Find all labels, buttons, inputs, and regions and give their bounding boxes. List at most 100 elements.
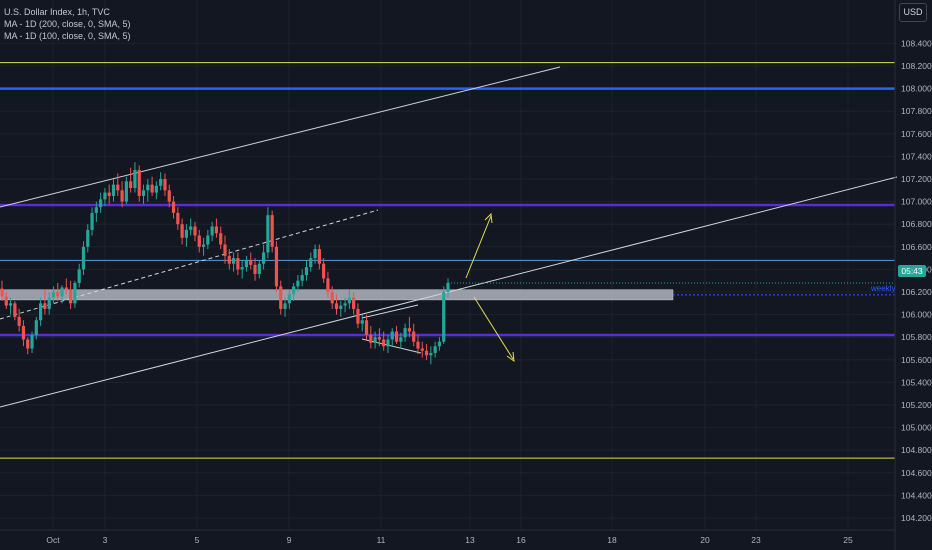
candle <box>429 346 433 365</box>
candle <box>111 179 116 202</box>
candle <box>120 181 124 208</box>
candle <box>69 280 73 309</box>
candle <box>266 207 270 259</box>
candle <box>223 235 227 264</box>
price-tick-label: 104.800 <box>901 445 932 455</box>
candle <box>26 337 30 355</box>
price-tick-label: 104.400 <box>901 490 932 500</box>
candle <box>86 224 90 253</box>
candle <box>47 292 51 315</box>
candle <box>236 252 240 276</box>
candle <box>180 218 184 245</box>
candle <box>103 188 107 207</box>
wedge-upper-line <box>361 304 419 319</box>
candle <box>270 210 274 253</box>
time-tick-label: 13 <box>465 535 475 545</box>
candle <box>21 320 26 347</box>
candle <box>231 252 236 272</box>
time-tick-label: 20 <box>700 535 710 545</box>
candle <box>326 271 330 298</box>
candle <box>137 165 141 202</box>
candle <box>34 316 38 340</box>
ma-100-indicator[interactable]: MA - 1D (100, close, 0, SMA, 5) <box>4 31 131 41</box>
candle <box>171 195 176 219</box>
price-tick-label: 105.200 <box>901 400 932 410</box>
candle <box>244 255 249 272</box>
candle <box>240 260 244 279</box>
candle <box>210 221 214 242</box>
candle <box>17 308 21 332</box>
price-tick-label: 104.200 <box>901 513 932 523</box>
candle <box>253 258 257 281</box>
time-tick-label: Oct <box>46 535 60 545</box>
price-tick-label: 105.000 <box>901 423 932 433</box>
candle <box>146 179 150 202</box>
candle <box>330 286 334 309</box>
candle <box>150 176 154 196</box>
currency-button[interactable]: USD <box>899 3 927 22</box>
candle <box>394 325 399 344</box>
candle <box>390 328 394 347</box>
candle <box>107 184 111 204</box>
price-tick-label: 107.800 <box>901 106 932 116</box>
time-tick-label: 11 <box>377 535 386 545</box>
candle <box>184 224 189 247</box>
candle <box>56 282 60 302</box>
candle <box>364 314 369 340</box>
candle <box>159 172 163 191</box>
candle <box>339 301 343 317</box>
candle <box>30 331 34 354</box>
candle <box>352 292 356 315</box>
price-tick-label: 104.600 <box>901 468 932 478</box>
candle <box>334 294 339 315</box>
candle <box>38 297 43 326</box>
time-tick-label: 9 <box>287 535 292 545</box>
candle <box>261 244 266 270</box>
projection-arrowhead-down <box>506 351 515 363</box>
candle <box>322 258 326 283</box>
candle <box>163 173 167 196</box>
candle <box>274 241 279 292</box>
projection-arrow-down <box>473 296 514 360</box>
candle <box>287 289 291 309</box>
price-tick-label: 105.400 <box>901 377 932 387</box>
candle <box>141 184 146 204</box>
candle <box>356 303 360 329</box>
price-tick-label: 108.400 <box>901 38 932 48</box>
ma-200-indicator[interactable]: MA - 1D (200, close, 0, SMA, 5) <box>4 19 131 29</box>
candle <box>193 221 197 242</box>
candle <box>386 334 390 354</box>
candle <box>412 323 416 347</box>
candle <box>90 207 94 236</box>
price-tick-label: 107.200 <box>901 174 932 184</box>
time-tick-label: 5 <box>195 535 200 545</box>
candle <box>279 280 283 315</box>
chart-legend: U.S. Dollar Index, 1h, TVC MA - 1D (200,… <box>4 6 131 42</box>
symbol-title[interactable]: U.S. Dollar Index, 1h, TVC <box>4 7 110 17</box>
candle <box>283 297 287 317</box>
candle <box>424 343 429 360</box>
candle <box>197 229 201 253</box>
upper-channel-line <box>0 66 561 208</box>
price-tick-label: 108.200 <box>901 61 932 71</box>
candle <box>8 297 13 315</box>
price-tick-label: 106.600 <box>901 242 932 252</box>
candle <box>433 341 437 358</box>
price-tick-label: 106.200 <box>901 287 932 297</box>
time-tick-label: 3 <box>103 535 108 545</box>
candle <box>373 331 377 349</box>
candle <box>81 241 86 276</box>
candle <box>77 263 81 288</box>
candle <box>309 252 313 272</box>
candle <box>360 314 364 332</box>
candle <box>382 331 386 351</box>
candle <box>317 244 321 270</box>
time-tick-label: 23 <box>751 535 761 545</box>
time-tick-label: 18 <box>607 535 617 545</box>
price-tick-label: 105.800 <box>901 332 932 342</box>
candle <box>214 218 219 238</box>
candle <box>94 201 98 222</box>
price-tick-label: 105.600 <box>901 355 932 365</box>
candle <box>124 176 128 204</box>
